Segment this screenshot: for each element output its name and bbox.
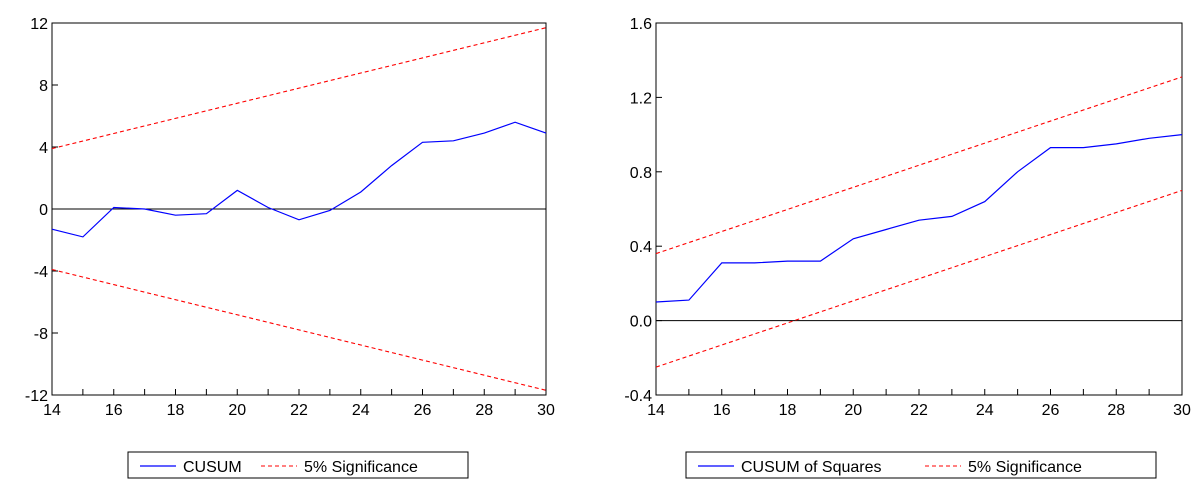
plot-frame [655,22,1183,396]
y-tick-label: 8 [39,78,48,95]
x-tick-label: 14 [647,402,665,419]
y-tick-label: -8 [34,326,48,343]
y-tick-label: 0.8 [630,165,652,182]
legend: CUSUM 5% Significance [127,451,469,479]
x-tick-label: 26 [414,402,432,419]
legend-label-series: CUSUM [183,459,242,476]
legend-label-significance: 5% Significance [968,459,1082,476]
x-tick-label: 30 [1173,402,1191,419]
y-tick-label: 0.0 [630,314,652,331]
y-tick-label: -0.4 [624,388,652,405]
x-tick-label: 14 [43,402,61,419]
x-tick-label: 22 [290,402,308,419]
x-tick-label: 22 [910,402,928,419]
lower-bound-line [655,189,1183,368]
y-tick-label: 0.4 [630,239,652,256]
series-line [655,134,1183,303]
upper-bound-line [51,27,547,150]
x-tick-label: 28 [1107,402,1125,419]
legend-label-significance: 5% Significance [304,459,418,476]
legend: CUSUM of Squares 5% Significance [685,451,1157,479]
x-tick-label: 20 [228,402,246,419]
x-tick-label: 24 [976,402,994,419]
y-tick-label: -4 [34,264,48,281]
legend-box [685,451,1157,479]
legend-label-series: CUSUM of Squares [741,459,882,476]
y-tick-label: 1.6 [630,16,652,33]
x-tick-label: 28 [475,402,493,419]
upper-bound-line [655,76,1183,255]
lower-bound-line [51,268,547,391]
x-tick-label: 24 [352,402,370,419]
y-tick-label: 0 [39,202,48,219]
y-tick-label: 1.2 [630,90,652,107]
y-tick-label: 4 [39,140,48,157]
x-tick-label: 16 [105,402,123,419]
x-tick-label: 30 [537,402,555,419]
x-tick-label: 18 [779,402,797,419]
x-tick-label: 26 [1042,402,1060,419]
legend-box [127,451,469,479]
x-tick-label: 16 [713,402,731,419]
x-tick-label: 18 [167,402,185,419]
series-line [51,121,547,238]
y-tick-label: 12 [30,16,48,33]
y-tick-label: -12 [25,388,48,405]
chart-2: 1.6 1.2 0.8 0.4 0.0 -0.414 16 18 20 22 24 26 28 30 CUS… [624,16,1191,479]
x-tick-label: 20 [844,402,862,419]
